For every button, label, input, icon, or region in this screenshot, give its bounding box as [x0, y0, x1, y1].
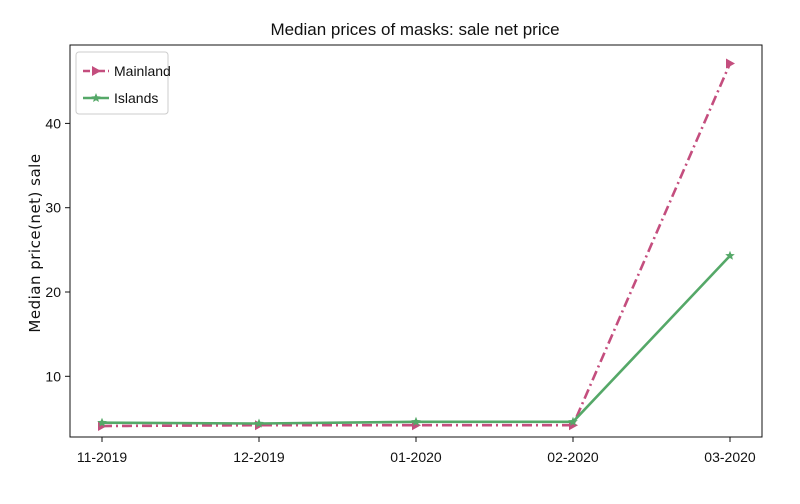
- x-tick-label: 01-2020: [390, 449, 442, 465]
- data-point-islands: [411, 416, 421, 426]
- series-line-mainland: [101, 63, 732, 428]
- data-point-islands: [568, 416, 578, 426]
- legend-marker-mainland: [92, 66, 101, 76]
- plot-area: 11-2019 12-2019 01-2020 02-2020 03-2020 10 20 3…: [45, 44, 763, 465]
- legend-marker-islands: [91, 93, 101, 102]
- y-axis-label: Median price(net) sale: [26, 153, 44, 332]
- legend-label-islands: Islands: [114, 90, 158, 106]
- x-tick-label: 02-2020: [547, 449, 599, 465]
- x-tick-label: 03-2020: [704, 449, 756, 465]
- data-point-mainland: [726, 58, 735, 69]
- y-tick-label: 40: [45, 115, 61, 131]
- axes-frame: [69, 44, 763, 438]
- data-point-islands: [725, 250, 735, 260]
- x-tick-label: 11-2019: [77, 449, 128, 465]
- x-tick-label: 12-2019: [233, 449, 285, 465]
- data-point-islands: [97, 417, 107, 427]
- y-tick-label: 20: [45, 284, 61, 300]
- y-tick-label: 30: [45, 200, 61, 216]
- chart-title: Median prices of masks: sale net price: [270, 20, 559, 39]
- data-point-islands: [254, 418, 264, 428]
- legend: Mainland Islands: [75, 51, 171, 115]
- legend-label-mainland: Mainland: [114, 63, 171, 79]
- y-tick-label: 10: [45, 368, 61, 384]
